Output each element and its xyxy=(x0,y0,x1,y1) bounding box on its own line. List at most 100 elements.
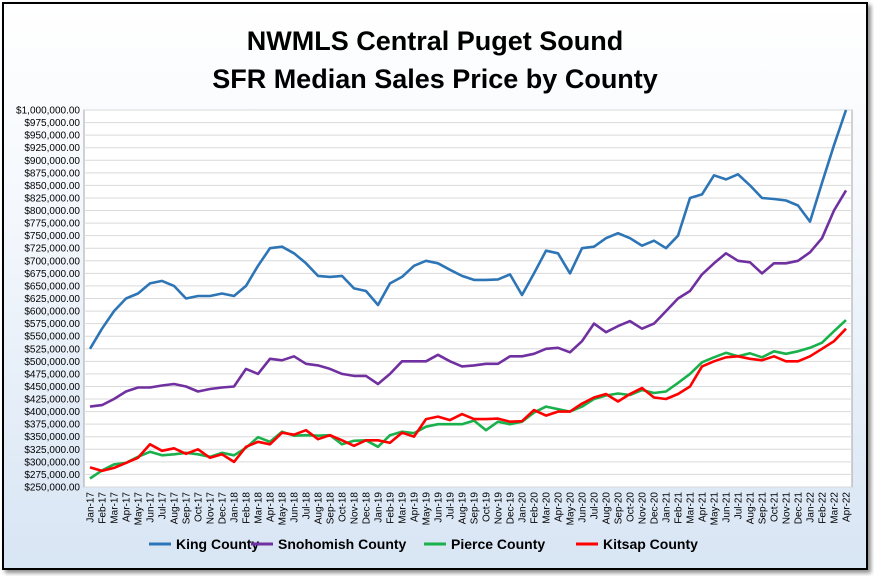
y-tick-label: $975,000.00 xyxy=(24,118,80,129)
x-tick-label: Aug-19 xyxy=(458,492,469,525)
y-tick-label: $550,000.00 xyxy=(24,332,80,343)
y-tick-label: $775,000.00 xyxy=(24,219,80,230)
x-tick-label: Aug-20 xyxy=(602,492,613,525)
series-lines xyxy=(88,109,848,480)
x-tick-label: Jun-19 xyxy=(434,492,445,523)
x-axis-ticks: Jan-17 Feb-17 Mar-17 Apr-17 May-17 Jun-17 Jul-… xyxy=(86,492,853,526)
x-tick-label: Jan-18 xyxy=(230,492,241,523)
x-tick-label: Nov-17 xyxy=(206,492,217,525)
x-tick-label: Oct-21 xyxy=(770,492,781,522)
y-tick-label: $650,000.00 xyxy=(24,281,80,292)
x-tick-label: Apr-22 xyxy=(842,492,853,522)
x-tick-label: Feb-17 xyxy=(98,492,109,524)
x-tick-label: Aug-18 xyxy=(314,492,325,525)
y-tick-label: $675,000.00 xyxy=(24,269,80,280)
y-tick-label: $700,000.00 xyxy=(24,256,80,267)
legend-label: Kitsap County xyxy=(603,536,698,552)
y-tick-label: $250,000.00 xyxy=(24,483,80,494)
x-tick-label: Jan-22 xyxy=(806,492,817,523)
x-tick-label: Nov-20 xyxy=(638,492,649,525)
y-tick-label: $725,000.00 xyxy=(24,244,80,255)
y-tick-label: $800,000.00 xyxy=(24,206,80,217)
x-tick-label: Jul-20 xyxy=(590,492,601,520)
y-tick-label: $300,000.00 xyxy=(24,457,80,468)
x-tick-label: Oct-18 xyxy=(338,492,349,522)
x-tick-label: Oct-20 xyxy=(626,492,637,522)
x-tick-label: Sep-19 xyxy=(470,492,481,525)
x-tick-label: Jun-17 xyxy=(146,492,157,523)
x-tick-label: Mar-19 xyxy=(398,492,409,524)
x-tick-label: Jul-21 xyxy=(734,492,745,520)
x-tick-label: Jan-20 xyxy=(518,492,529,523)
x-tick-label: Jun-21 xyxy=(722,492,733,523)
x-tick-label: Dec-18 xyxy=(362,492,373,525)
y-tick-label: $850,000.00 xyxy=(24,181,80,192)
x-tick-label: May-20 xyxy=(566,492,577,526)
x-tick-label: Feb-18 xyxy=(242,492,253,524)
x-tick-label: May-17 xyxy=(134,492,145,526)
y-tick-label: $875,000.00 xyxy=(24,168,80,179)
x-tick-label: Aug-21 xyxy=(746,492,757,525)
line-chart: NWMLS Central Puget Sound SFR Median Sal… xyxy=(16,26,853,552)
x-tick-label: Feb-19 xyxy=(386,492,397,524)
chart-title: NWMLS Central Puget Sound xyxy=(247,26,623,56)
x-tick-label: Feb-21 xyxy=(674,492,685,524)
x-tick-label: Apr-21 xyxy=(698,492,709,522)
x-tick-label: Nov-21 xyxy=(782,492,793,525)
legend-label: Snohomish County xyxy=(278,536,407,552)
series-line-4 xyxy=(89,327,847,473)
y-tick-label: $950,000.00 xyxy=(24,131,80,142)
x-tick-label: Apr-17 xyxy=(122,492,133,522)
x-tick-label: Jun-18 xyxy=(290,492,301,523)
x-tick-label: Dec-17 xyxy=(218,492,229,525)
x-tick-label: Oct-17 xyxy=(194,492,205,522)
x-tick-label: Oct-19 xyxy=(482,492,493,522)
x-tick-label: Dec-20 xyxy=(650,492,661,525)
chart-subtitle: SFR Median Sales Price by County xyxy=(212,64,658,94)
x-tick-label: Feb-20 xyxy=(530,492,541,524)
y-tick-label: $750,000.00 xyxy=(24,231,80,242)
x-tick-label: Apr-18 xyxy=(266,492,277,522)
x-tick-label: Nov-18 xyxy=(350,492,361,525)
y-tick-label: $625,000.00 xyxy=(24,294,80,305)
legend-label: King County xyxy=(176,536,259,552)
legend-label: Pierce County xyxy=(451,536,545,552)
x-tick-label: Sep-18 xyxy=(326,492,337,525)
x-tick-label: May-19 xyxy=(422,492,433,526)
x-tick-label: Jul-19 xyxy=(446,492,457,520)
y-tick-label: $450,000.00 xyxy=(24,382,80,393)
x-tick-label: Mar-18 xyxy=(254,492,265,524)
y-tick-label: $1,000,000.00 xyxy=(16,106,80,117)
y-tick-label: $350,000.00 xyxy=(24,432,80,443)
x-tick-label: Sep-21 xyxy=(758,492,769,525)
x-tick-label: Jan-19 xyxy=(374,492,385,523)
x-tick-label: Feb-22 xyxy=(818,492,829,524)
y-tick-label: $825,000.00 xyxy=(24,193,80,204)
y-tick-label: $275,000.00 xyxy=(24,470,80,481)
x-tick-label: Nov-19 xyxy=(494,492,505,525)
y-tick-label: $925,000.00 xyxy=(24,143,80,154)
series-line-2 xyxy=(89,189,848,408)
legend: King County Snohomish County Pierce County… xyxy=(149,536,698,552)
x-tick-label: Jan-21 xyxy=(662,492,673,523)
chart-frame: NWMLS Central Puget Sound SFR Median Sal… xyxy=(2,2,868,570)
y-tick-label: $525,000.00 xyxy=(24,344,80,355)
series-line-1 xyxy=(88,109,848,350)
x-tick-label: Mar-17 xyxy=(110,492,121,524)
x-tick-label: Mar-20 xyxy=(542,492,553,524)
x-tick-label: Apr-19 xyxy=(410,492,421,522)
gridlines xyxy=(84,109,852,488)
x-tick-label: Sep-17 xyxy=(182,492,193,525)
y-tick-label: $900,000.00 xyxy=(24,156,80,167)
x-tick-label: Apr-20 xyxy=(554,492,565,522)
x-tick-label: May-18 xyxy=(278,492,289,526)
x-tick-label: Jun-20 xyxy=(578,492,589,523)
x-tick-label: Sep-20 xyxy=(614,492,625,525)
x-tick-label: Jan-17 xyxy=(86,492,97,523)
y-tick-label: $575,000.00 xyxy=(24,319,80,330)
y-tick-label: $425,000.00 xyxy=(24,395,80,406)
y-axis-ticks: $250,000.00 $275,000.00 $300,000.00$325,00… xyxy=(16,106,80,494)
y-tick-label: $325,000.00 xyxy=(24,445,80,456)
x-tick-label: Aug-17 xyxy=(170,492,181,525)
y-tick-label: $475,000.00 xyxy=(24,369,80,380)
